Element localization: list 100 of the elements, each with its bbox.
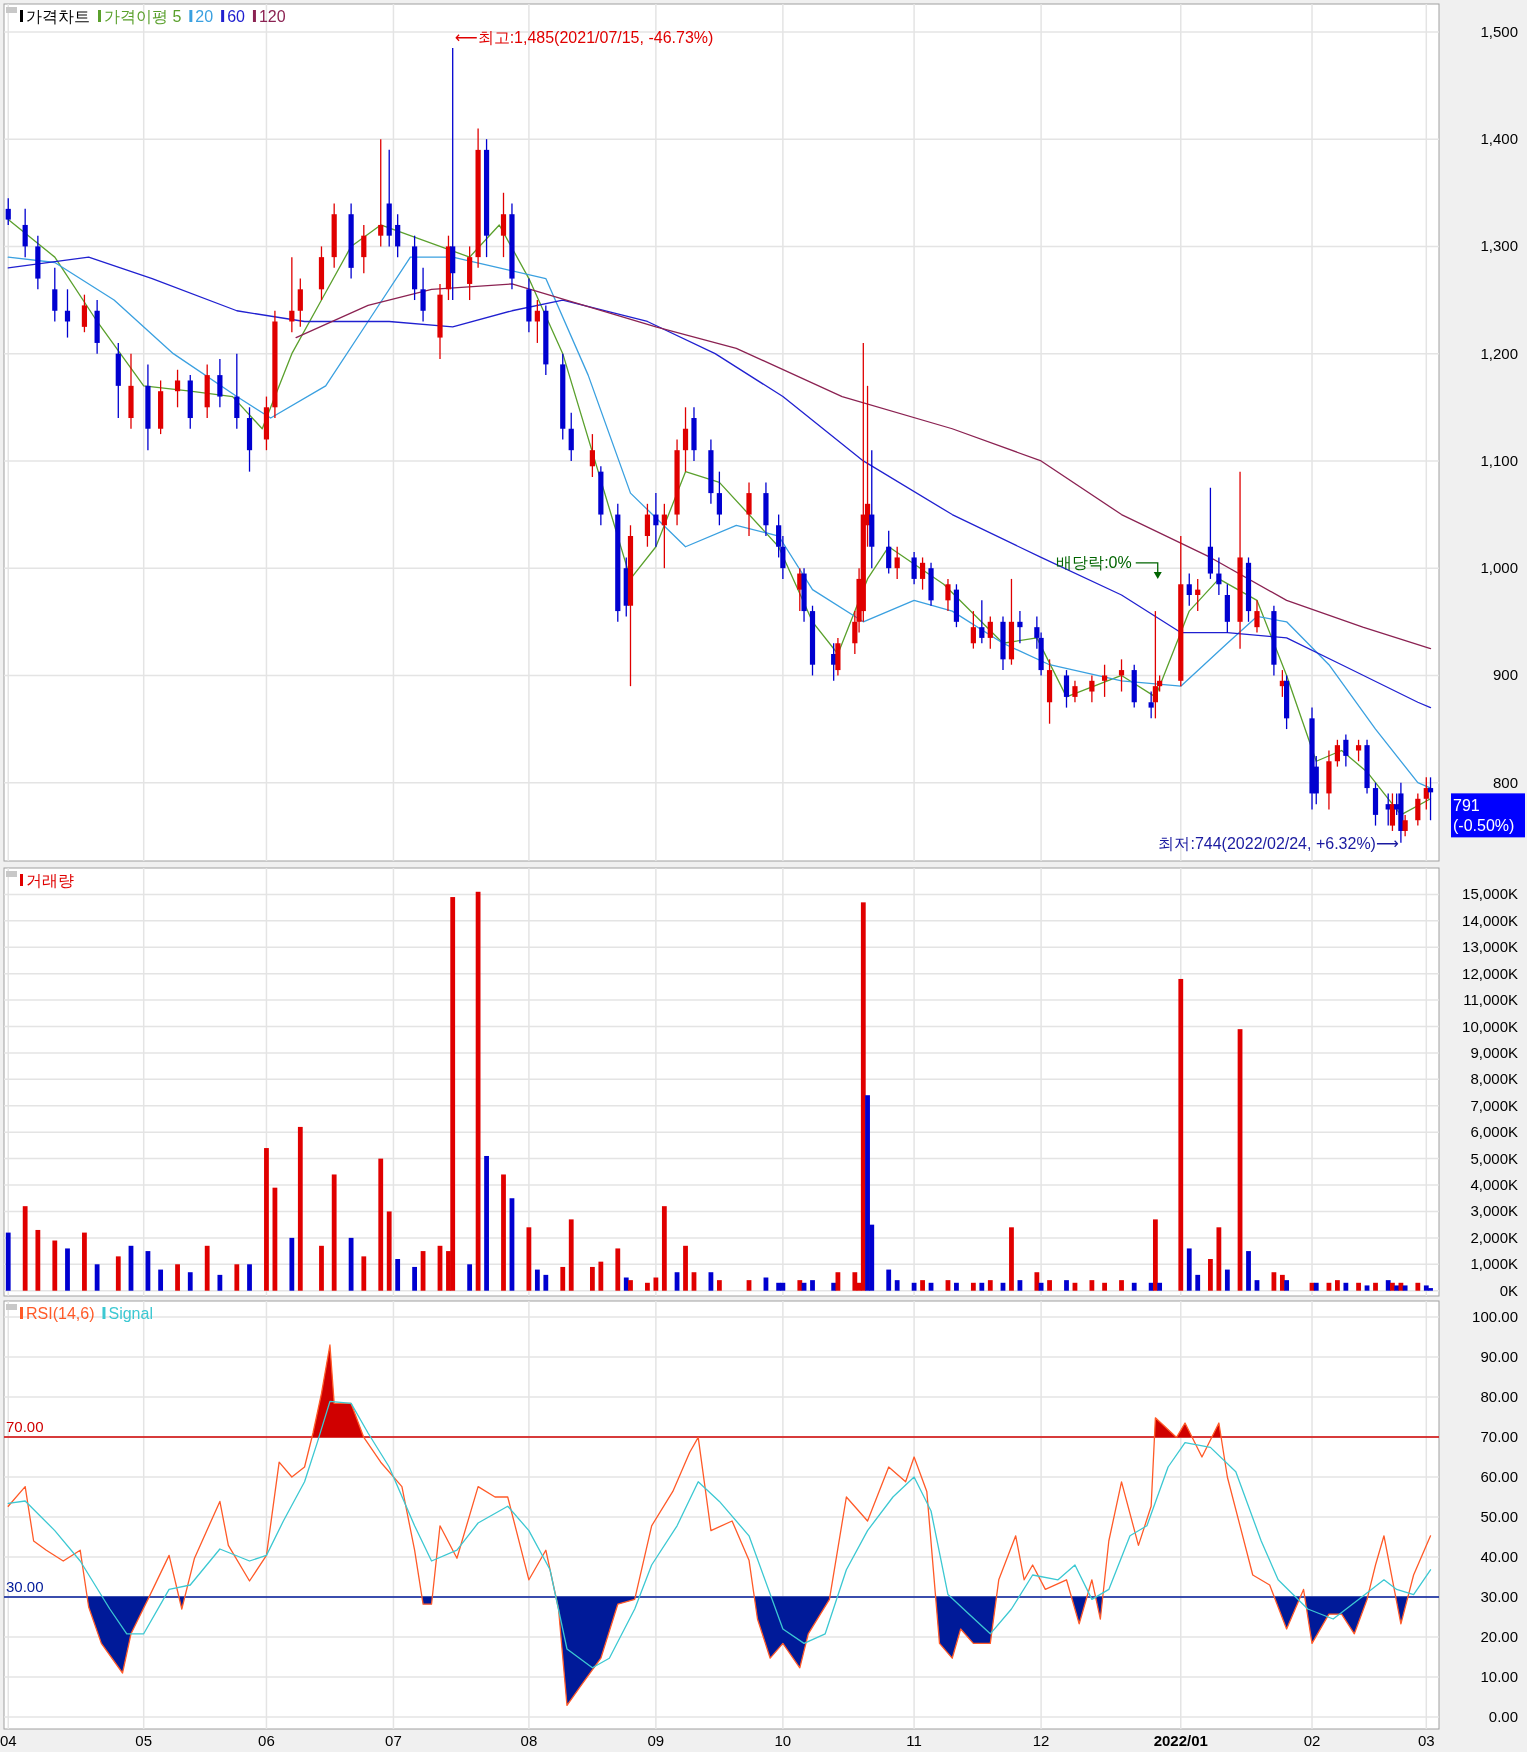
bar: [1009, 1227, 1014, 1291]
y-tick-label: 1,400: [1480, 130, 1518, 148]
bar: [65, 1248, 70, 1291]
bar: [412, 1266, 418, 1291]
legend-item: 120: [252, 8, 286, 25]
bar: [204, 1245, 210, 1291]
candlestick: [395, 213, 401, 258]
bar: [158, 1269, 164, 1291]
bar: [852, 1272, 858, 1291]
y-tick-label: 6,000K: [1470, 1123, 1518, 1141]
bar: [683, 1245, 688, 1291]
bar: [386, 1211, 392, 1291]
candlestick: [716, 471, 722, 526]
candlestick: [1427, 776, 1434, 821]
y-tick-label: 8,000K: [1470, 1070, 1518, 1088]
y-tick-label: 20.00: [1480, 1628, 1518, 1645]
bar: [297, 1126, 303, 1291]
candlestick: [81, 294, 88, 333]
candlestick: [589, 433, 595, 478]
y-tick-label: 70.00: [1480, 1428, 1518, 1445]
bar: [1394, 1285, 1400, 1291]
candlestick: [378, 138, 384, 248]
candlestick: [1415, 792, 1421, 827]
ref-line-label: 70.00: [6, 1418, 44, 1435]
candlestick: [1101, 664, 1108, 698]
ref-line-label: 30.00: [6, 1578, 44, 1595]
candlestick: [500, 192, 507, 258]
x-tick-label: 12: [1032, 1732, 1050, 1749]
candlestick: [1089, 674, 1095, 703]
bar: [1186, 1248, 1192, 1291]
price-tag: 791 (-0.50%): [1451, 793, 1525, 838]
bar: [954, 1282, 959, 1291]
candlestick: [644, 503, 651, 548]
bar: [1178, 978, 1184, 1291]
y-tick-label: 15,000K: [1462, 885, 1518, 903]
legend-item: 20: [189, 8, 214, 25]
y-tick-label: 1,100: [1480, 451, 1518, 469]
bar: [1423, 1285, 1429, 1291]
x-tick-label: 04: [0, 1732, 17, 1749]
candlestick: [1063, 669, 1070, 709]
candlestick: [682, 406, 689, 473]
bar: [1034, 1272, 1040, 1291]
bar: [780, 1282, 786, 1291]
bar: [1119, 1280, 1124, 1291]
y-tick-label: 0.00: [1488, 1708, 1518, 1725]
bar: [526, 1227, 532, 1291]
y-tick-label: 2,000K: [1470, 1228, 1518, 1246]
candlestick: [217, 358, 223, 408]
candlestick: [568, 412, 574, 462]
legend-item: 가격이평 5: [98, 8, 182, 25]
legend-label: 60: [227, 8, 246, 25]
candlestick: [297, 277, 303, 328]
bar: [979, 1282, 985, 1291]
bar: [831, 1282, 837, 1291]
y-tick-label: 30.00: [1480, 1588, 1518, 1605]
legend-label: 120: [258, 8, 286, 25]
y-tick-label: 10.00: [1480, 1668, 1518, 1685]
bar: [175, 1264, 180, 1291]
bar: [1279, 1274, 1285, 1291]
bar: [234, 1264, 240, 1291]
bar: [598, 1261, 604, 1291]
bar: [653, 1277, 659, 1291]
bar: [1208, 1259, 1213, 1291]
line-series: [7, 1344, 1432, 1707]
bar: [920, 1280, 925, 1291]
candlestick: [1254, 599, 1260, 634]
bar: [1102, 1282, 1107, 1291]
bar: [894, 1280, 900, 1291]
bar: [1152, 1219, 1158, 1291]
bar: [1064, 1280, 1069, 1291]
bar: [628, 1280, 633, 1291]
bar: [52, 1240, 58, 1291]
candlestick: [1072, 680, 1078, 703]
candlestick: [1355, 739, 1362, 762]
bar: [319, 1245, 324, 1291]
bar: [467, 1264, 473, 1291]
bar: [865, 1095, 870, 1291]
bar: [1284, 1280, 1290, 1291]
y-tick-label: 12,000K: [1462, 964, 1518, 982]
bar: [797, 1280, 803, 1291]
bar: [94, 1264, 100, 1291]
candlestick: [919, 556, 926, 591]
bar: [22, 1206, 28, 1291]
bar: [987, 1280, 993, 1291]
x-tick-label: 02: [1303, 1732, 1321, 1749]
legend-label: 20: [195, 8, 214, 25]
bar: [1428, 1288, 1433, 1291]
y-tick-label: 1,200: [1480, 344, 1518, 362]
bar: [475, 891, 481, 1291]
y-tick-label: 90.00: [1480, 1348, 1518, 1365]
candlestick: [361, 224, 367, 274]
candlestick: [911, 551, 917, 585]
candlestick: [1017, 610, 1023, 644]
bar: [1385, 1280, 1391, 1291]
bar: [501, 1174, 506, 1291]
y-tick-label: 3,000K: [1470, 1202, 1518, 1220]
line-series: [295, 283, 1432, 650]
bar: [1335, 1280, 1340, 1291]
bar: [568, 1219, 574, 1291]
y-tick-label: 5,000K: [1470, 1149, 1518, 1167]
